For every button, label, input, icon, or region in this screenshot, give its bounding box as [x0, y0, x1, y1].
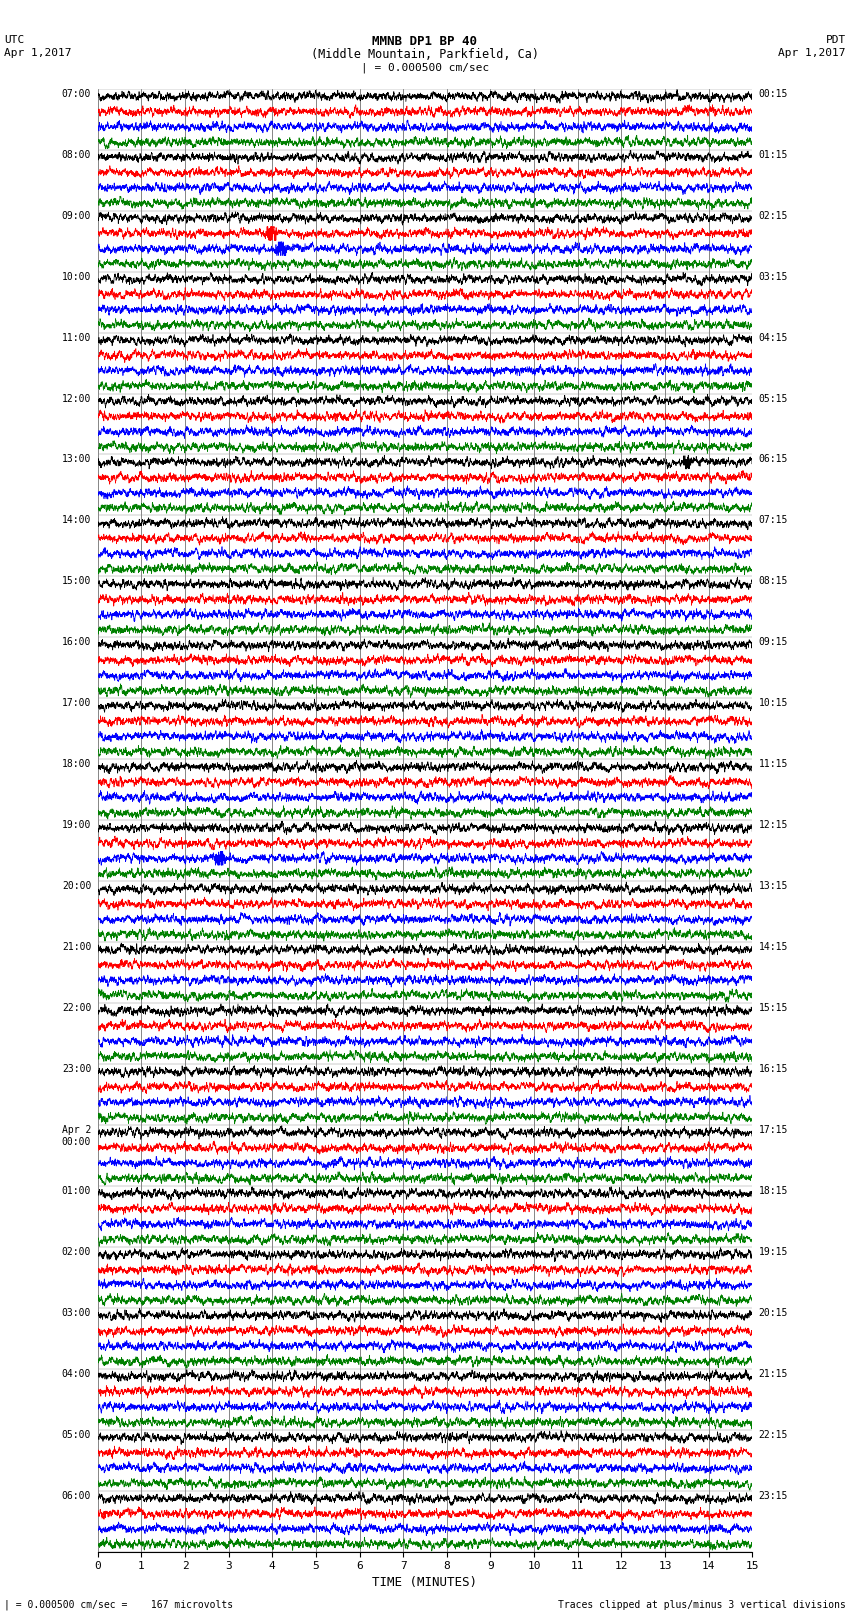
Text: 11:00: 11:00 [62, 332, 91, 342]
Text: 23:15: 23:15 [759, 1490, 788, 1500]
Text: 09:00: 09:00 [62, 211, 91, 221]
Text: 14:15: 14:15 [759, 942, 788, 952]
Text: 01:15: 01:15 [759, 150, 788, 160]
Text: 18:00: 18:00 [62, 760, 91, 769]
X-axis label: TIME (MINUTES): TIME (MINUTES) [372, 1576, 478, 1589]
Text: 21:15: 21:15 [759, 1369, 788, 1379]
Text: 07:00: 07:00 [62, 89, 91, 98]
Text: 16:00: 16:00 [62, 637, 91, 647]
Text: 22:00: 22:00 [62, 1003, 91, 1013]
Text: 16:15: 16:15 [759, 1065, 788, 1074]
Text: Apr 2
00:00: Apr 2 00:00 [62, 1124, 91, 1147]
Text: | = 0.000500 cm/sec =    167 microvolts: | = 0.000500 cm/sec = 167 microvolts [4, 1598, 234, 1610]
Text: 12:00: 12:00 [62, 394, 91, 403]
Text: 10:00: 10:00 [62, 271, 91, 282]
Text: Traces clipped at plus/minus 3 vertical divisions: Traces clipped at plus/minus 3 vertical … [558, 1600, 846, 1610]
Text: 03:15: 03:15 [759, 271, 788, 282]
Text: 23:00: 23:00 [62, 1065, 91, 1074]
Text: 08:15: 08:15 [759, 576, 788, 587]
Text: UTC: UTC [4, 35, 25, 45]
Text: 01:00: 01:00 [62, 1186, 91, 1195]
Text: 17:00: 17:00 [62, 698, 91, 708]
Text: 03:00: 03:00 [62, 1308, 91, 1318]
Text: 04:15: 04:15 [759, 332, 788, 342]
Text: 13:00: 13:00 [62, 455, 91, 465]
Text: 19:00: 19:00 [62, 821, 91, 831]
Text: MMNB DP1 BP 40: MMNB DP1 BP 40 [372, 35, 478, 48]
Text: 02:00: 02:00 [62, 1247, 91, 1257]
Text: Apr 1,2017: Apr 1,2017 [4, 48, 71, 58]
Text: Apr 1,2017: Apr 1,2017 [779, 48, 846, 58]
Text: 12:15: 12:15 [759, 821, 788, 831]
Text: 09:15: 09:15 [759, 637, 788, 647]
Text: 20:15: 20:15 [759, 1308, 788, 1318]
Text: 06:00: 06:00 [62, 1490, 91, 1500]
Text: 21:00: 21:00 [62, 942, 91, 952]
Text: 17:15: 17:15 [759, 1124, 788, 1136]
Text: PDT: PDT [825, 35, 846, 45]
Text: 22:15: 22:15 [759, 1429, 788, 1440]
Text: 15:00: 15:00 [62, 576, 91, 587]
Text: 13:15: 13:15 [759, 881, 788, 890]
Text: 04:00: 04:00 [62, 1369, 91, 1379]
Text: 10:15: 10:15 [759, 698, 788, 708]
Text: 18:15: 18:15 [759, 1186, 788, 1195]
Text: 06:15: 06:15 [759, 455, 788, 465]
Text: 05:00: 05:00 [62, 1429, 91, 1440]
Text: 00:15: 00:15 [759, 89, 788, 98]
Text: 20:00: 20:00 [62, 881, 91, 890]
Text: (Middle Mountain, Parkfield, Ca): (Middle Mountain, Parkfield, Ca) [311, 48, 539, 61]
Text: | = 0.000500 cm/sec: | = 0.000500 cm/sec [361, 63, 489, 74]
Text: 08:00: 08:00 [62, 150, 91, 160]
Text: 05:15: 05:15 [759, 394, 788, 403]
Text: 15:15: 15:15 [759, 1003, 788, 1013]
Text: 14:00: 14:00 [62, 516, 91, 526]
Text: 02:15: 02:15 [759, 211, 788, 221]
Text: 11:15: 11:15 [759, 760, 788, 769]
Text: 19:15: 19:15 [759, 1247, 788, 1257]
Text: 07:15: 07:15 [759, 516, 788, 526]
